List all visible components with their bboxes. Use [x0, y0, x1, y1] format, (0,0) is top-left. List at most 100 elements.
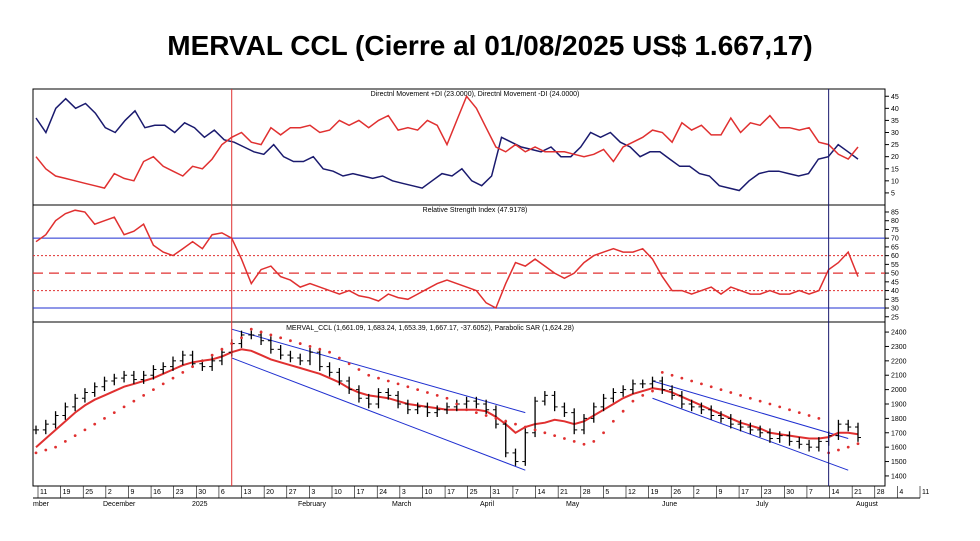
- sar-dot: [63, 440, 67, 443]
- sar-dot: [660, 370, 664, 374]
- sar-dot: [553, 434, 557, 438]
- sar-dot: [249, 327, 253, 331]
- sar-dot: [142, 393, 146, 397]
- xtick-day-label: 2: [696, 489, 700, 496]
- xtick-day-label: 16: [153, 489, 161, 496]
- xtick-day-label: 26: [673, 489, 681, 496]
- sar-dot: [200, 359, 204, 363]
- ytick-label: 40: [891, 106, 899, 113]
- trend-channel-line-3: [652, 380, 849, 440]
- xtick-day-label: 11: [40, 489, 47, 496]
- sar-dot: [269, 333, 273, 337]
- sar-dot: [533, 428, 537, 432]
- sar-dot: [259, 330, 263, 334]
- ytick-label: 35: [891, 297, 899, 304]
- sar-dot: [778, 405, 782, 409]
- xtick-day-label: 13: [244, 489, 252, 496]
- sar-dot: [347, 362, 351, 366]
- xtick-day-label: 12: [628, 489, 636, 496]
- xtick-day-label: 23: [176, 489, 184, 496]
- sar-dot: [748, 396, 752, 400]
- xtick-month-label: February: [298, 501, 327, 508]
- sar-dot: [680, 376, 684, 380]
- xtick-day-label: 21: [854, 489, 862, 496]
- ytick-label: 55: [891, 262, 899, 269]
- sar-dot: [709, 385, 713, 389]
- sar-dot: [788, 408, 791, 412]
- ytick-label: 25: [891, 142, 899, 149]
- sar-dot: [465, 408, 468, 412]
- trend-channel-line-2: [231, 357, 526, 471]
- sar-dot: [191, 365, 194, 368]
- sar-dot: [700, 382, 703, 386]
- sar-dot: [328, 350, 331, 354]
- xtick-day-label: 17: [357, 489, 365, 496]
- xtick-day-label: 23: [764, 489, 772, 496]
- sar-dot: [582, 442, 586, 446]
- sar-dot: [308, 345, 312, 348]
- xtick-day-label: 19: [651, 489, 659, 496]
- ytick-label: 45: [891, 94, 899, 101]
- ytick-label: 20: [891, 154, 899, 161]
- sar-dot: [73, 434, 77, 438]
- ytick-label: 30: [891, 306, 899, 313]
- sar-dot: [435, 393, 439, 397]
- xtick-day-label: 10: [424, 489, 432, 496]
- ytick-label: 10: [891, 178, 899, 185]
- sar-dot: [846, 445, 850, 449]
- sar-dot: [357, 368, 361, 371]
- ytick-label: 2300: [891, 344, 907, 351]
- sar-dot: [132, 399, 136, 403]
- sar-dot: [817, 416, 821, 420]
- sar-dot: [621, 409, 625, 413]
- sar-dot: [181, 370, 185, 374]
- ytick-label: 80: [891, 218, 899, 225]
- dmi-minus-line: [35, 94, 859, 189]
- sar-dot: [494, 416, 498, 420]
- xtick-day-label: 20: [266, 489, 274, 496]
- xtick-day-label: 10: [334, 489, 342, 496]
- sar-dot: [758, 399, 762, 403]
- sar-dot: [837, 448, 840, 452]
- ytick-label: 65: [891, 244, 899, 251]
- sar-dot: [240, 336, 243, 340]
- ytick-label: 45: [891, 279, 899, 286]
- sar-dot: [504, 419, 508, 423]
- xtick-day-label: 30: [198, 489, 206, 496]
- xtick-day-label: 2: [108, 489, 112, 496]
- sar-dot: [122, 405, 126, 409]
- xtick-month-label: July: [756, 501, 769, 508]
- ytick-label: 50: [891, 271, 899, 278]
- xtick-day-label: 24: [379, 489, 387, 496]
- ytick-label: 35: [891, 118, 899, 125]
- sar-dot: [298, 342, 302, 345]
- ytick-label: 30: [891, 130, 899, 137]
- xtick-day-label: 28: [877, 489, 885, 496]
- panel-rsi-frame: [32, 204, 886, 323]
- sar-dot: [690, 379, 694, 383]
- sar-dot: [474, 411, 478, 415]
- sar-dot: [523, 425, 527, 429]
- sar-dot: [396, 382, 400, 386]
- sar-dot: [455, 402, 459, 406]
- ytick-label: 2100: [891, 373, 907, 380]
- xtick-day-label: 9: [718, 489, 722, 496]
- panel-dmi-title: Directnl Movement +DI (23.0000), Directn…: [371, 91, 580, 98]
- sar-dot: [641, 393, 645, 397]
- xtick-day-label: 25: [470, 489, 478, 496]
- sar-dot: [161, 382, 165, 386]
- sar-dot: [797, 411, 801, 415]
- sar-dot: [171, 376, 175, 380]
- sar-dot: [103, 416, 106, 420]
- xtick-day-label: 3: [402, 489, 406, 496]
- xtick-day-label: 6: [221, 489, 225, 496]
- ytick-label: 1800: [891, 416, 907, 423]
- sar-dot: [719, 388, 723, 392]
- dmi-plus-line: [35, 97, 859, 192]
- panel-dmi-frame: [32, 88, 886, 206]
- sar-dot: [484, 414, 488, 417]
- rsi-line: [35, 209, 859, 310]
- sar-dot: [279, 336, 283, 340]
- xtick-month-label: August: [856, 501, 878, 508]
- xtick-day-label: 30: [786, 489, 794, 496]
